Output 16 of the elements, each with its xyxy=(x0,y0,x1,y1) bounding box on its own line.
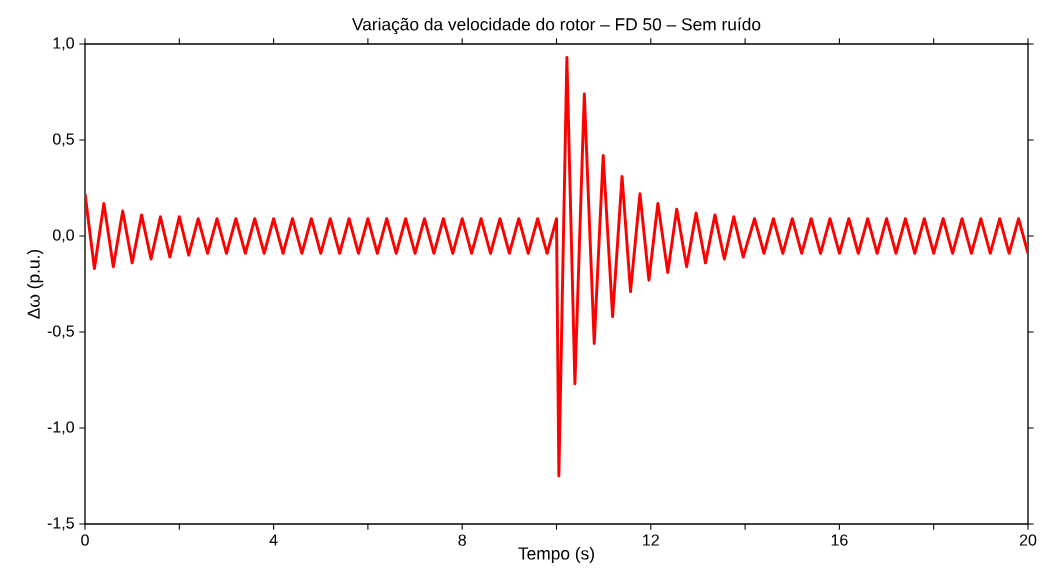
y-tick-label: -0,5 xyxy=(47,325,74,339)
x-tick-label: 4 xyxy=(269,534,278,546)
x-axis-title: Tempo (s) xyxy=(518,546,594,564)
x-tick-label: 8 xyxy=(458,534,466,546)
x-tick-label: 16 xyxy=(831,534,848,546)
x-tick-label: 0 xyxy=(81,534,89,546)
line-series xyxy=(85,55,1028,478)
y-tick-label: -1,5 xyxy=(47,517,74,531)
x-tick-label: 12 xyxy=(643,534,659,546)
y-tick-label: -1,0 xyxy=(47,421,74,435)
chart-title: Variação da velocidade do rotor – FD 50 – Sem ruído xyxy=(352,17,761,34)
y-tick-label: 0,0 xyxy=(52,229,74,243)
y-tick-label: 0,5 xyxy=(52,133,74,147)
y-axis-title: Δω (p.u.) xyxy=(27,249,44,319)
x-tick-label: 20 xyxy=(1019,534,1037,546)
y-tick-label: 1,0 xyxy=(53,37,74,51)
